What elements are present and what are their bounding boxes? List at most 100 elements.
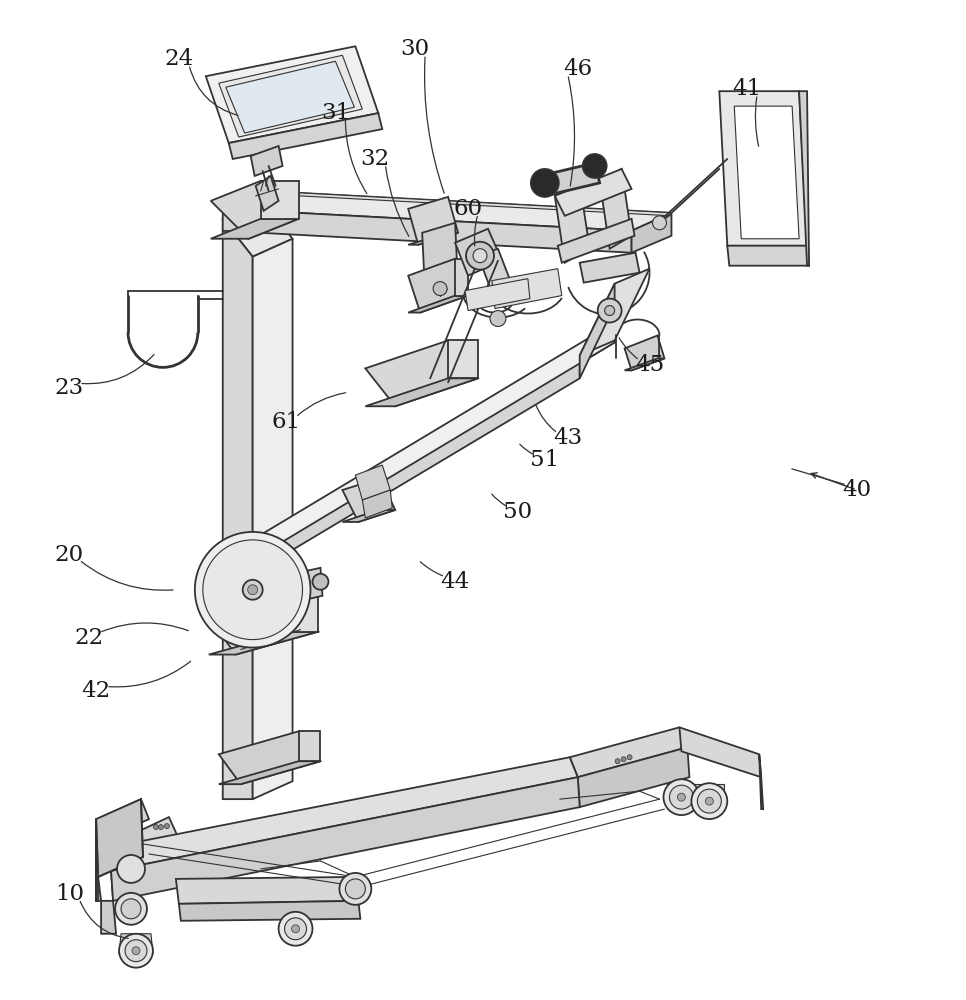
Text: 41: 41 — [732, 78, 762, 100]
Polygon shape — [96, 819, 101, 901]
Circle shape — [158, 825, 163, 830]
Circle shape — [490, 311, 506, 327]
Circle shape — [677, 793, 686, 801]
Polygon shape — [226, 355, 580, 590]
Polygon shape — [540, 163, 600, 196]
Polygon shape — [261, 323, 614, 555]
Polygon shape — [226, 61, 355, 133]
Circle shape — [125, 940, 147, 962]
Circle shape — [247, 585, 258, 595]
Circle shape — [346, 879, 365, 899]
Polygon shape — [223, 219, 253, 799]
Polygon shape — [218, 731, 321, 784]
Circle shape — [312, 574, 328, 590]
Text: 10: 10 — [55, 883, 84, 905]
Polygon shape — [211, 219, 298, 239]
Polygon shape — [570, 727, 688, 777]
Polygon shape — [291, 595, 319, 632]
Text: 30: 30 — [401, 38, 430, 60]
Circle shape — [615, 759, 620, 764]
Polygon shape — [211, 181, 298, 239]
Polygon shape — [253, 239, 293, 799]
Circle shape — [433, 282, 447, 296]
Circle shape — [119, 934, 153, 968]
Circle shape — [132, 947, 140, 955]
Polygon shape — [176, 877, 358, 904]
Polygon shape — [554, 169, 632, 216]
Circle shape — [339, 873, 371, 905]
Text: 24: 24 — [164, 48, 193, 70]
Text: 42: 42 — [81, 680, 111, 702]
Polygon shape — [250, 146, 283, 176]
Circle shape — [692, 783, 727, 819]
Text: 50: 50 — [503, 501, 532, 523]
Text: 44: 44 — [440, 571, 469, 593]
Polygon shape — [580, 269, 649, 355]
Polygon shape — [625, 335, 665, 370]
Polygon shape — [422, 223, 458, 296]
Polygon shape — [448, 340, 478, 378]
Polygon shape — [455, 229, 502, 276]
Polygon shape — [223, 201, 293, 257]
Polygon shape — [209, 632, 319, 655]
Polygon shape — [101, 757, 578, 871]
Polygon shape — [365, 378, 478, 406]
Polygon shape — [759, 754, 763, 809]
Polygon shape — [218, 55, 362, 137]
Polygon shape — [465, 279, 530, 311]
Circle shape — [582, 154, 607, 178]
Polygon shape — [355, 465, 390, 500]
Polygon shape — [179, 901, 360, 921]
Polygon shape — [455, 259, 469, 296]
Polygon shape — [632, 213, 671, 253]
Polygon shape — [409, 296, 469, 313]
Circle shape — [605, 306, 614, 316]
Circle shape — [285, 918, 306, 940]
Polygon shape — [119, 934, 153, 954]
Polygon shape — [727, 246, 810, 266]
Polygon shape — [111, 777, 580, 901]
Polygon shape — [206, 46, 379, 143]
Circle shape — [473, 249, 487, 263]
Circle shape — [664, 779, 699, 815]
Polygon shape — [720, 91, 807, 246]
Circle shape — [203, 540, 302, 640]
Circle shape — [705, 797, 713, 805]
Circle shape — [697, 789, 722, 813]
Polygon shape — [342, 478, 395, 522]
Circle shape — [292, 925, 299, 933]
Polygon shape — [799, 91, 810, 266]
Polygon shape — [580, 253, 639, 283]
Text: 46: 46 — [563, 58, 592, 80]
Polygon shape — [261, 181, 298, 219]
Text: 45: 45 — [635, 354, 665, 376]
Polygon shape — [409, 233, 458, 245]
Polygon shape — [409, 259, 469, 313]
Text: 23: 23 — [54, 377, 84, 399]
Circle shape — [164, 824, 169, 829]
Polygon shape — [223, 209, 632, 253]
Polygon shape — [256, 176, 278, 211]
Text: 22: 22 — [74, 627, 103, 649]
Circle shape — [154, 825, 158, 830]
Polygon shape — [578, 747, 690, 807]
Circle shape — [531, 169, 558, 197]
Polygon shape — [625, 358, 665, 370]
Text: 31: 31 — [321, 102, 350, 124]
Polygon shape — [557, 219, 635, 263]
Polygon shape — [111, 839, 181, 901]
Text: 61: 61 — [271, 411, 300, 433]
Circle shape — [115, 893, 147, 925]
Polygon shape — [218, 761, 321, 784]
Circle shape — [278, 912, 312, 946]
Circle shape — [652, 216, 667, 230]
Polygon shape — [101, 901, 116, 934]
Polygon shape — [554, 183, 589, 263]
Circle shape — [669, 785, 694, 809]
Circle shape — [121, 899, 141, 919]
Polygon shape — [229, 113, 383, 159]
Polygon shape — [600, 169, 632, 249]
Circle shape — [466, 242, 494, 270]
Polygon shape — [101, 799, 149, 837]
Polygon shape — [362, 490, 392, 518]
